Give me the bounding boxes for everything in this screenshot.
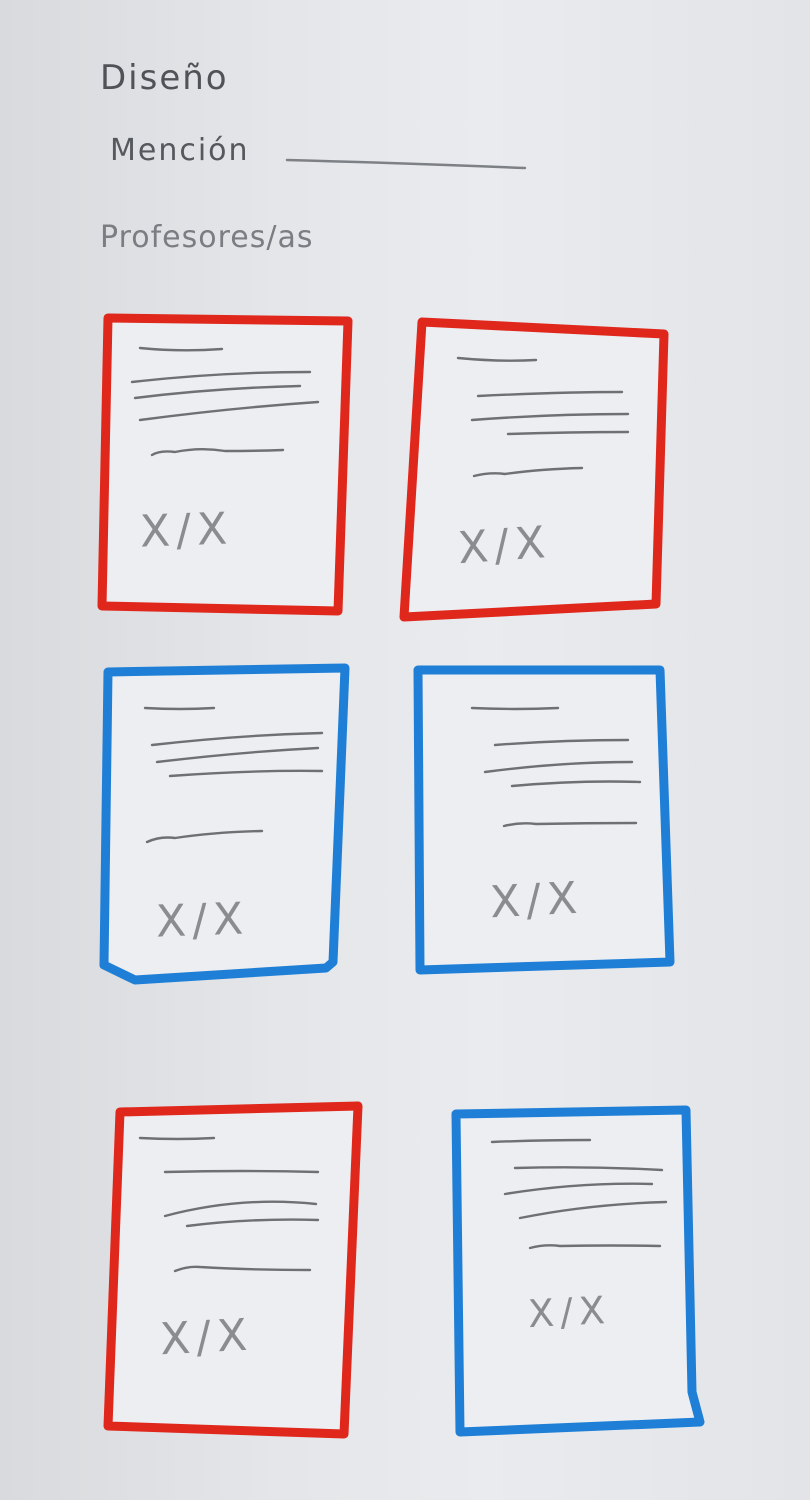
teacher-card-1[interactable]: [97, 313, 353, 616]
card-4-placeholder-mark: X/X: [488, 872, 585, 929]
card-2-text-lines: [456, 356, 630, 478]
page-title: Diseño: [100, 58, 229, 98]
mention-input-line[interactable]: [285, 158, 527, 170]
teacher-card-3[interactable]: [99, 663, 350, 985]
teachers-section-heading: Profesores/as: [100, 220, 314, 255]
card-3-placeholder-mark: X/X: [155, 893, 250, 948]
card-3-text-lines: [143, 706, 324, 844]
card-6-placeholder-mark: X/X: [526, 1287, 612, 1337]
card-4-border: [413, 665, 675, 975]
card-1-placeholder-mark: X/X: [139, 503, 234, 558]
teacher-card-4[interactable]: [413, 665, 675, 975]
card-6-text-lines: [490, 1138, 668, 1250]
card-3-border: [99, 663, 350, 985]
card-2-placeholder-mark: X/X: [456, 516, 553, 575]
card-5-text-lines: [138, 1136, 320, 1273]
teacher-card-2[interactable]: [399, 317, 669, 622]
card-1-border: [97, 313, 353, 616]
card-1-text-lines: [130, 346, 320, 457]
teacher-card-6[interactable]: [451, 1105, 705, 1437]
teacher-card-5[interactable]: [103, 1101, 363, 1439]
card-4-text-lines: [470, 706, 642, 828]
mention-label: Mención: [110, 133, 250, 168]
card-5-placeholder-mark: X/X: [158, 1309, 255, 1366]
card-6-border: [451, 1105, 705, 1437]
card-5-border: [103, 1101, 363, 1439]
